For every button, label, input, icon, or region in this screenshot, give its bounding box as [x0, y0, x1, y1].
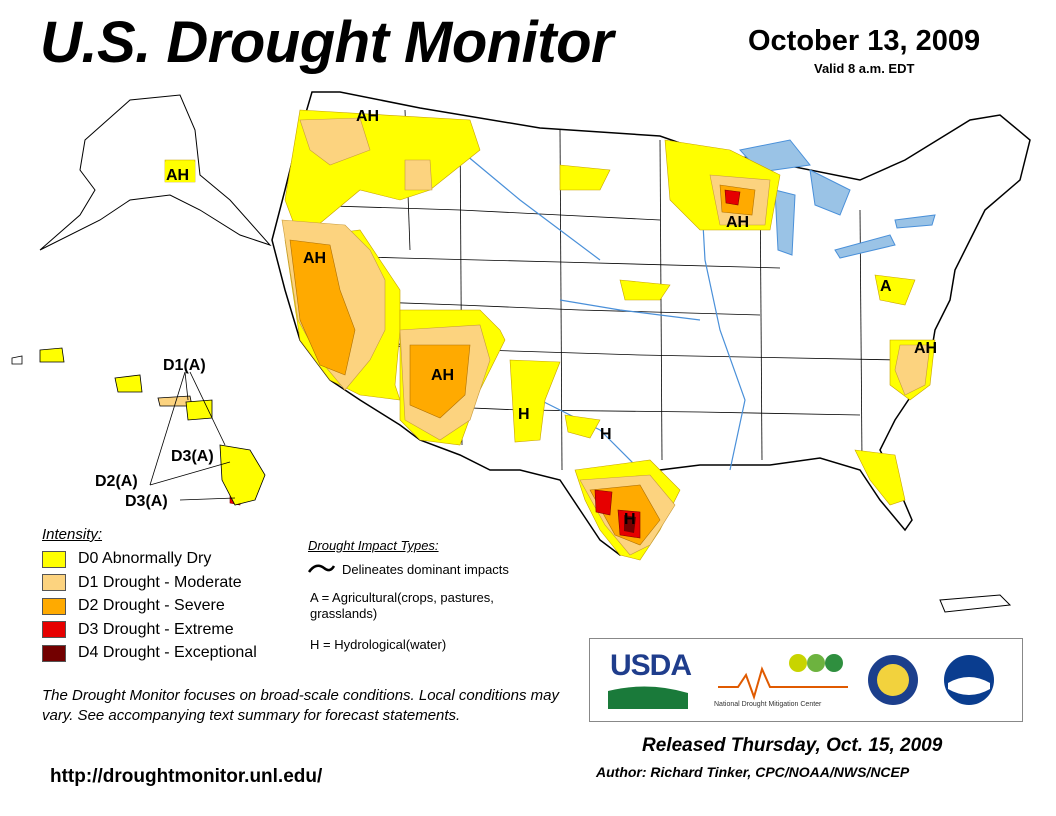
label-hi-d3a: D3(A) — [171, 448, 214, 465]
legend-item: D1 Drought - Moderate — [42, 573, 242, 593]
label-h-stx: H — [624, 511, 636, 528]
label-hi-d3b: D3(A) — [125, 493, 168, 510]
label-ah-va: AH — [914, 340, 937, 357]
label-ah-wa: AH — [356, 108, 379, 125]
released-date: Released Thursday, Oct. 15, 2009 — [642, 735, 943, 756]
alaska-d0 — [165, 162, 195, 182]
label-a-pa: A — [880, 278, 892, 295]
label-h-nm: H — [518, 406, 530, 423]
valid-time: Valid 8 a.m. EDT — [814, 61, 915, 76]
label-hi-d2: D2(A) — [95, 473, 138, 490]
author: Author: Richard Tinker, CPC/NOAA/NWS/NCE… — [596, 764, 910, 780]
impact-agricultural: A = Agricultural(crops, pastures, grassl… — [310, 590, 494, 621]
impact-types-title: Drought Impact Types: — [308, 538, 439, 553]
legend-swatch — [42, 550, 66, 568]
ndmc-logo-icon — [718, 654, 848, 701]
hawaii — [11, 347, 266, 506]
disclaimer: The Drought Monitor focuses on broad-sca… — [42, 687, 559, 724]
legend-label: D0 Abnormally Dry — [78, 550, 212, 567]
label-hi-d1: D1(A) — [163, 357, 206, 374]
map-date: October 13, 2009 — [748, 25, 981, 57]
site-url[interactable]: http://droughtmonitor.unl.edu/ — [50, 766, 323, 787]
legend-label: D3 Drought - Extreme — [78, 620, 234, 638]
alaska — [39, 94, 272, 251]
label-ah-az: AH — [431, 367, 454, 384]
great-lakes — [739, 139, 936, 259]
legend-title: Intensity: — [42, 526, 103, 543]
label-h-tx: H — [600, 426, 612, 443]
legend-swatch — [42, 644, 66, 662]
puerto-rico — [939, 594, 1012, 613]
commerce-seal-icon — [868, 655, 918, 705]
impact-hydrological: H = Hydrological(water) — [310, 637, 447, 652]
usda-swoosh-icon — [608, 686, 688, 709]
legend-swatch — [42, 597, 66, 615]
legend-swatch — [42, 621, 66, 638]
legend-item: D4 Drought - Exceptional — [42, 643, 257, 663]
partner-logos: USDA National Drought Mitigation Center — [589, 638, 1023, 722]
legend-item: D0 Abnormally Dry — [42, 549, 211, 569]
impact-delineates: Delineates dominant impacts — [342, 562, 509, 577]
usda-logo: USDA — [610, 649, 692, 682]
map-title: U.S. Drought Monitor — [40, 10, 614, 75]
legend-label: D1 Drought - Moderate — [78, 573, 242, 591]
label-ah-ca: AH — [303, 250, 326, 267]
ndmc-logo-text: National Drought Mitigation Center — [714, 701, 822, 708]
d4-areas — [624, 515, 636, 533]
hawaii-leader-lines — [149, 371, 236, 501]
label-ah-wi: AH — [726, 214, 749, 231]
legend-item: D3 Drought - Extreme — [42, 620, 234, 640]
impact-line-symbol — [307, 564, 336, 573]
legend-label: D2 Drought - Severe — [78, 597, 225, 614]
noaa-logo-icon — [944, 655, 994, 705]
legend-label: D4 Drought - Exceptional — [78, 644, 257, 661]
label-ah-ak: AH — [166, 167, 189, 184]
legend-swatch — [42, 574, 66, 591]
legend-item: D2 Drought - Severe — [42, 596, 225, 616]
